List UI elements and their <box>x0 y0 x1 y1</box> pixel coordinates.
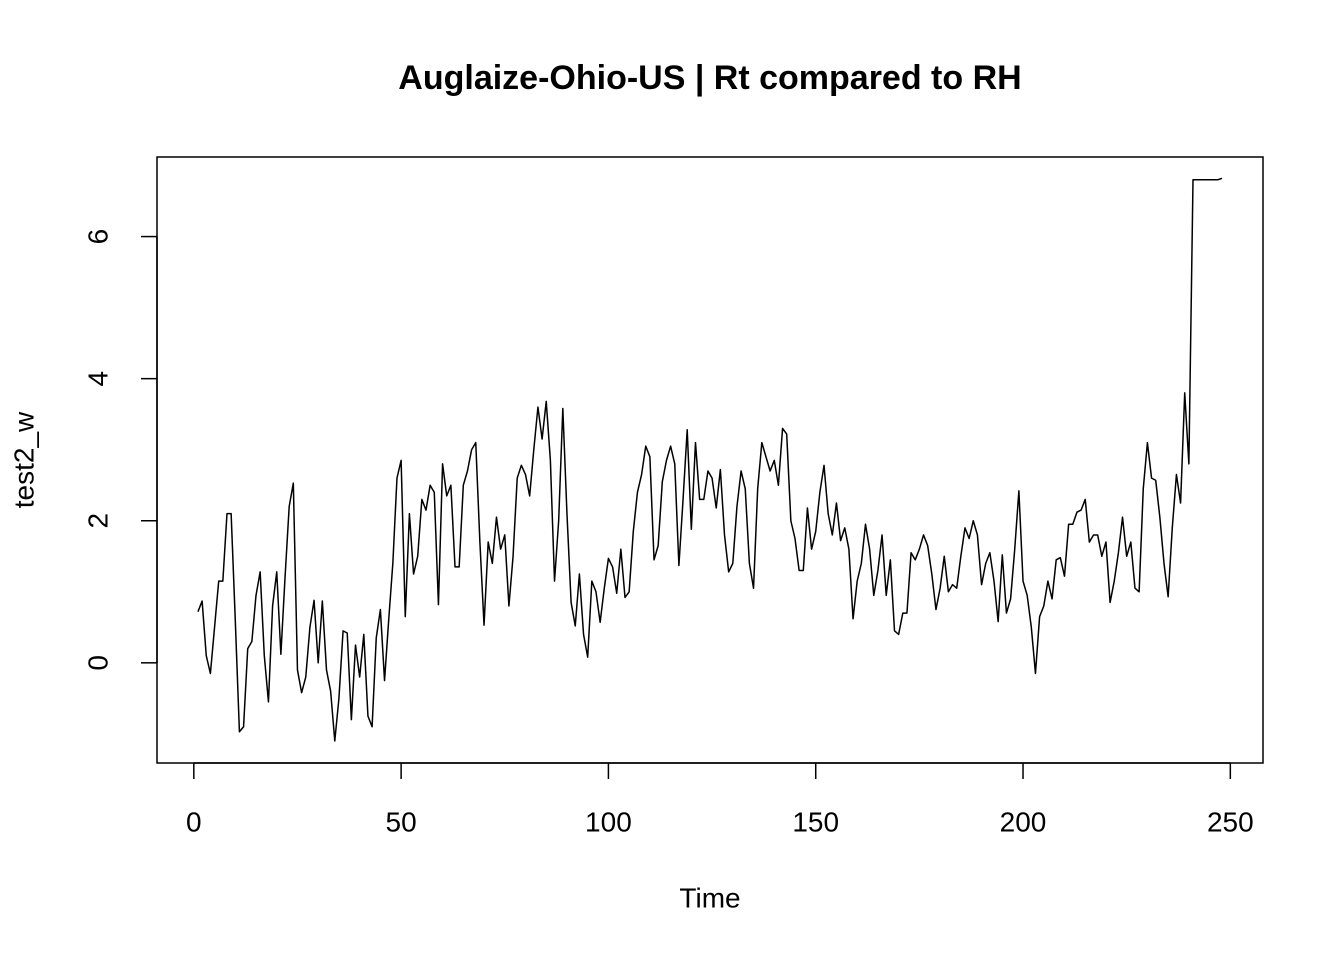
y-tick-label: 0 <box>82 655 113 671</box>
y-tick-label: 4 <box>82 371 113 387</box>
x-tick-label: 0 <box>186 806 202 837</box>
y-tick-label: 6 <box>82 229 113 245</box>
y-axis-label: test2_w <box>8 411 39 508</box>
x-tick-label: 200 <box>1000 806 1047 837</box>
series-line <box>197 177 1223 742</box>
x-tick-label: 250 <box>1207 806 1254 837</box>
x-tick-label: 50 <box>386 806 417 837</box>
y-tick-label: 2 <box>82 513 113 529</box>
x-axis-label: Time <box>679 882 740 913</box>
plot-box <box>156 156 1264 764</box>
x-tick-label: 100 <box>585 806 632 837</box>
chart-title: Auglaize-Ohio-US | Rt compared to RH <box>398 59 1021 97</box>
x-tick-label: 150 <box>792 806 839 837</box>
